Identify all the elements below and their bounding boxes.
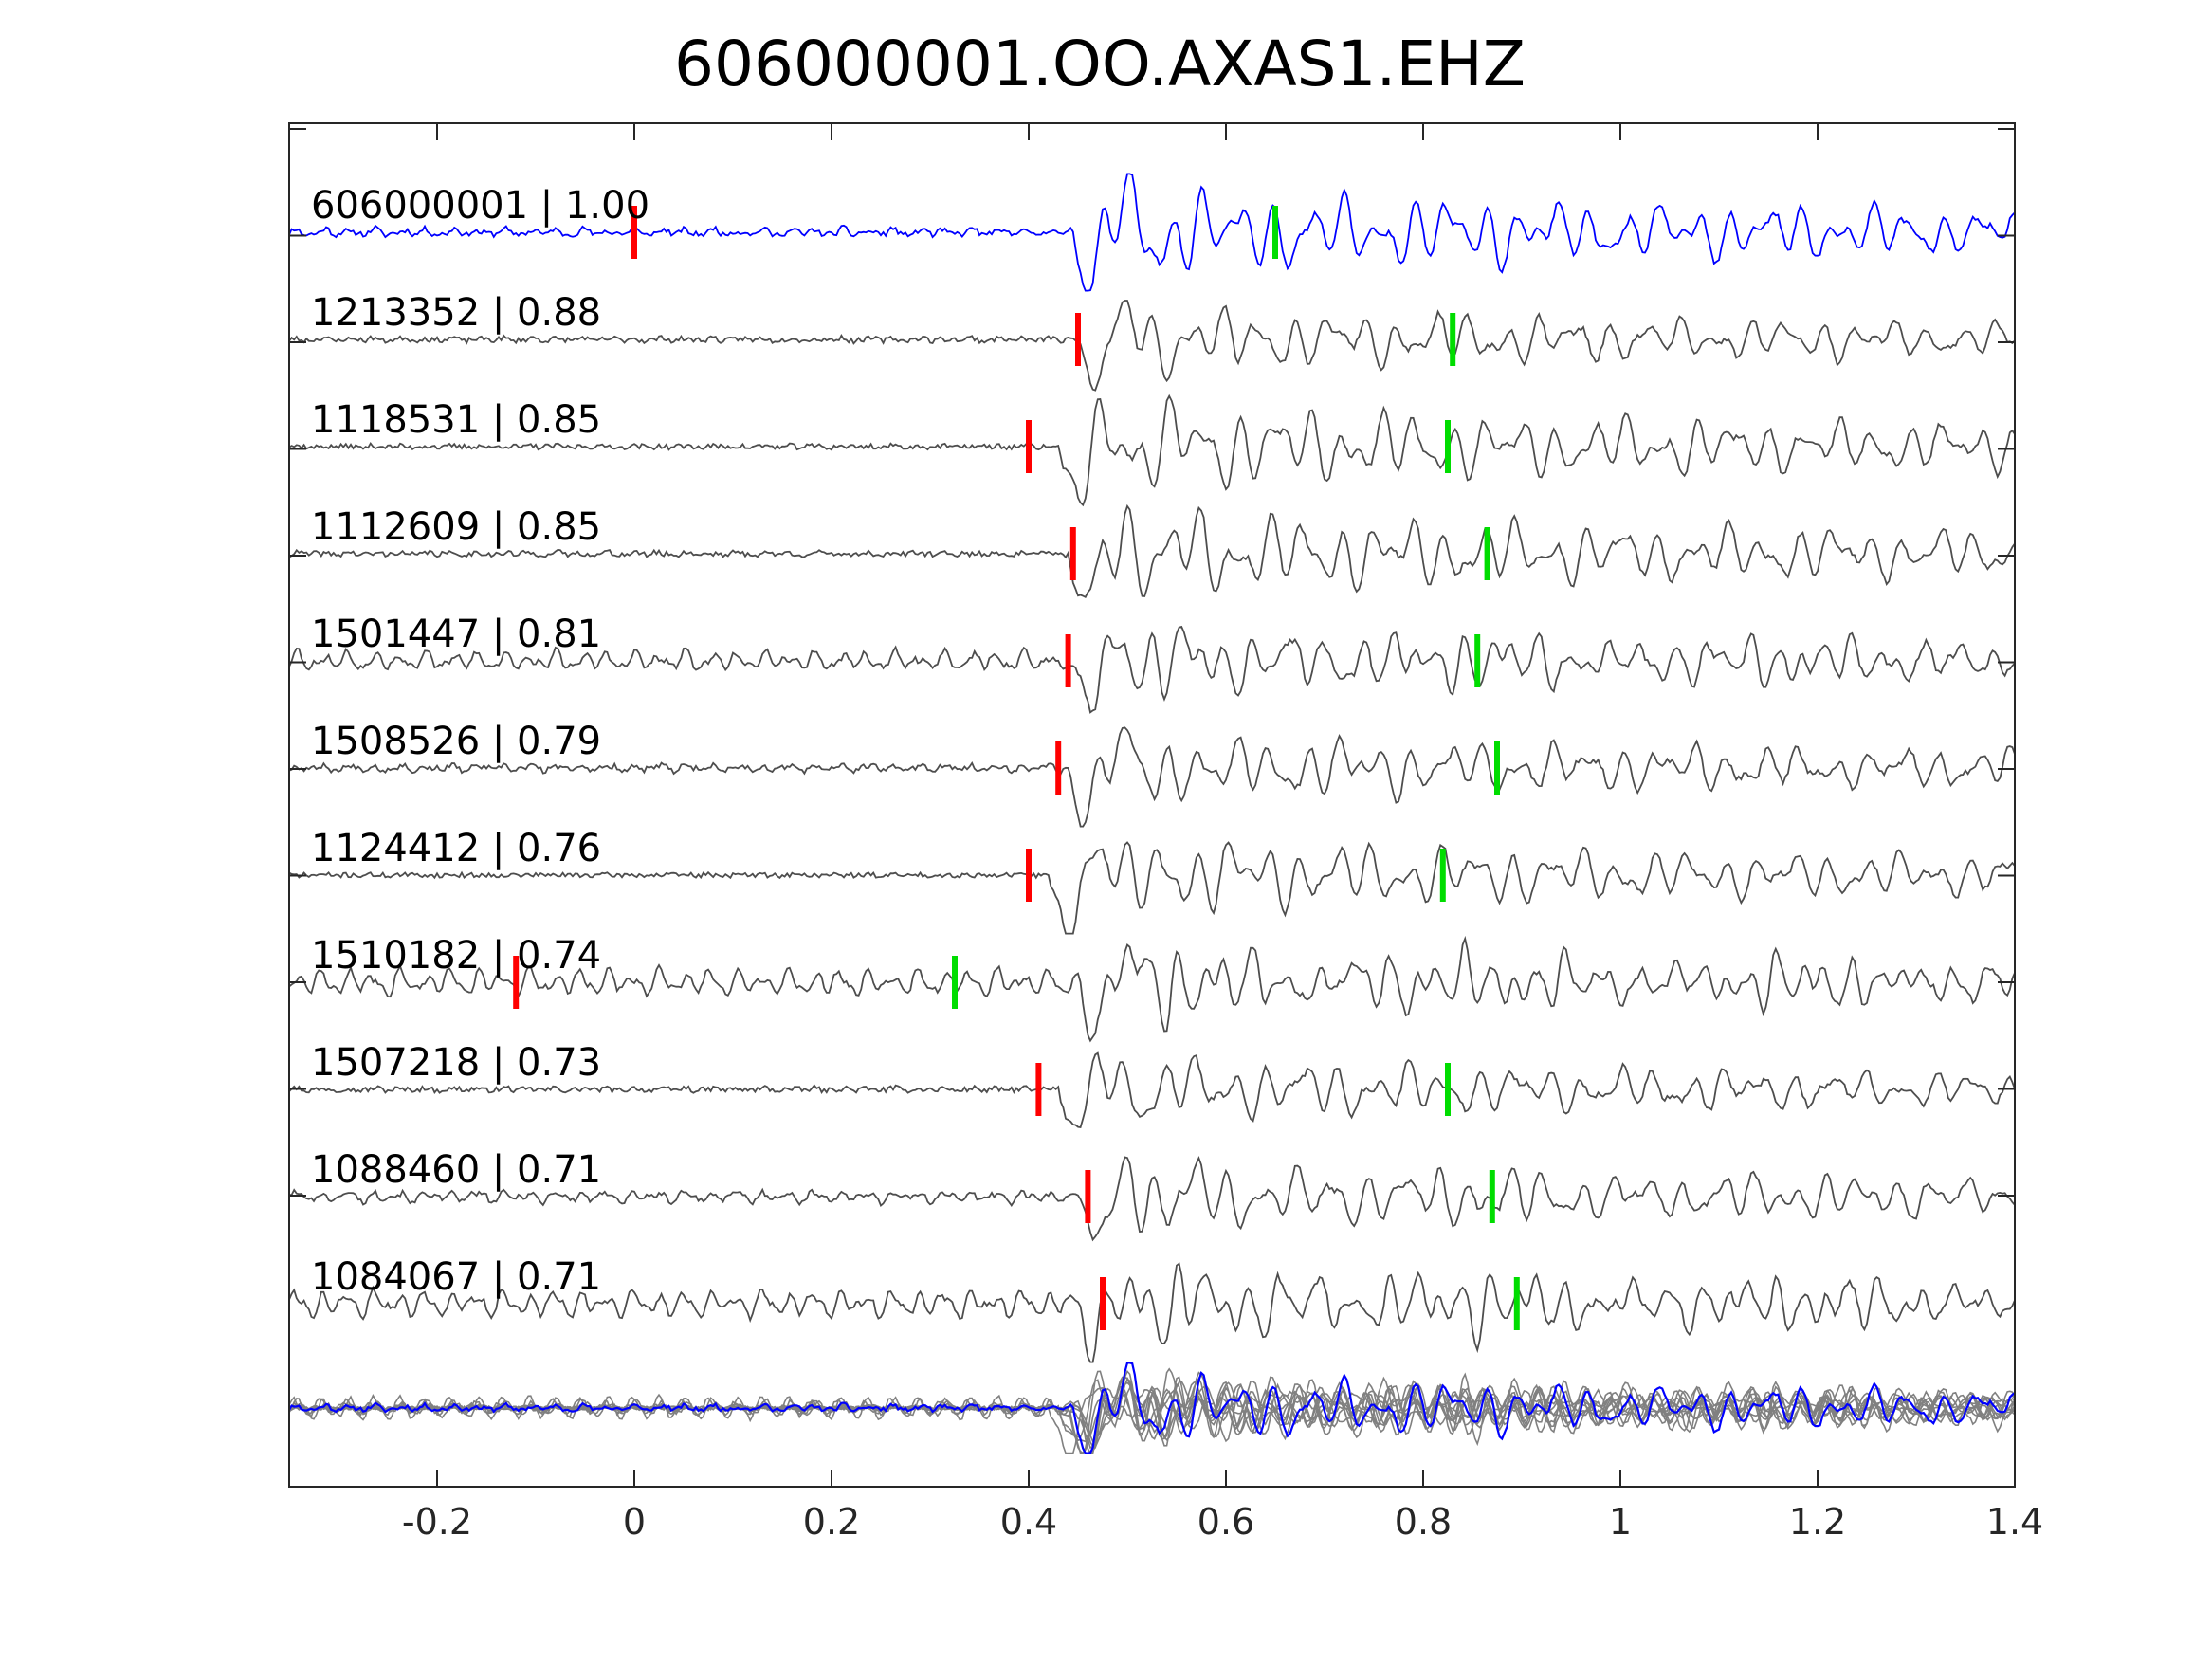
trace-label-1: 1213352 | 0.88 xyxy=(311,291,601,335)
trace-label-4: 1501447 | 0.81 xyxy=(311,613,601,656)
trace-label-8: 1507218 | 0.73 xyxy=(311,1041,601,1085)
xtick-label-7: 1.2 xyxy=(1789,1501,1846,1543)
xtick-label-1: 0 xyxy=(623,1501,646,1543)
trace-label-7: 1510182 | 0.74 xyxy=(311,934,601,978)
xtick-label-6: 1 xyxy=(1609,1501,1632,1543)
trace-6 xyxy=(288,841,2016,935)
trace-label-0: 606000001 | 1.00 xyxy=(311,184,649,228)
stack-trace-7 xyxy=(288,1372,2016,1454)
trace-label-6: 1124412 | 0.76 xyxy=(311,827,601,870)
trace-4 xyxy=(288,625,2016,714)
xtick-label-5: 0.8 xyxy=(1395,1501,1452,1543)
trace-8 xyxy=(288,1051,2016,1129)
trace-2 xyxy=(288,393,2016,507)
plot-frame xyxy=(288,122,2016,1488)
trace-label-2: 1118531 | 0.85 xyxy=(311,398,601,442)
trace-7 xyxy=(288,935,2016,1043)
xtick-label-4: 0.6 xyxy=(1197,1501,1254,1543)
xtick-label-3: 0.4 xyxy=(1000,1501,1057,1543)
xtick-label-0: -0.2 xyxy=(402,1501,472,1543)
stack-trace-template xyxy=(288,1362,2016,1454)
axes-layer: -0.2 0 0.2 0.4 0.6 0.8 1 1.2 1.4 xyxy=(288,122,2043,1543)
xtick-label-2: 0.2 xyxy=(803,1501,860,1543)
trace-label-9: 1088460 | 0.71 xyxy=(311,1148,601,1192)
trace-5 xyxy=(288,726,2016,828)
stack-layer xyxy=(288,1362,2016,1454)
traces-layer xyxy=(288,173,2016,1363)
stack-trace-10 xyxy=(288,1376,2016,1454)
picks-layer xyxy=(513,206,1520,1330)
xtick-label-8: 1.4 xyxy=(1986,1501,2043,1543)
trace-3 xyxy=(288,503,2016,598)
trace-0 xyxy=(288,173,2016,292)
labels-layer: 606000001 | 1.00 1213352 | 0.88 1118531 | … xyxy=(311,184,649,1299)
trace-1 xyxy=(288,300,2016,392)
trace-label-10: 1084067 | 0.71 xyxy=(311,1255,601,1299)
trace-label-5: 1508526 | 0.79 xyxy=(311,720,601,763)
trace-label-3: 1112609 | 0.85 xyxy=(311,505,601,549)
trace-9 xyxy=(289,1155,2016,1242)
chart-title: 606000001.OO.AXAS1.EHZ xyxy=(674,27,1526,101)
trace-10 xyxy=(288,1262,2016,1363)
